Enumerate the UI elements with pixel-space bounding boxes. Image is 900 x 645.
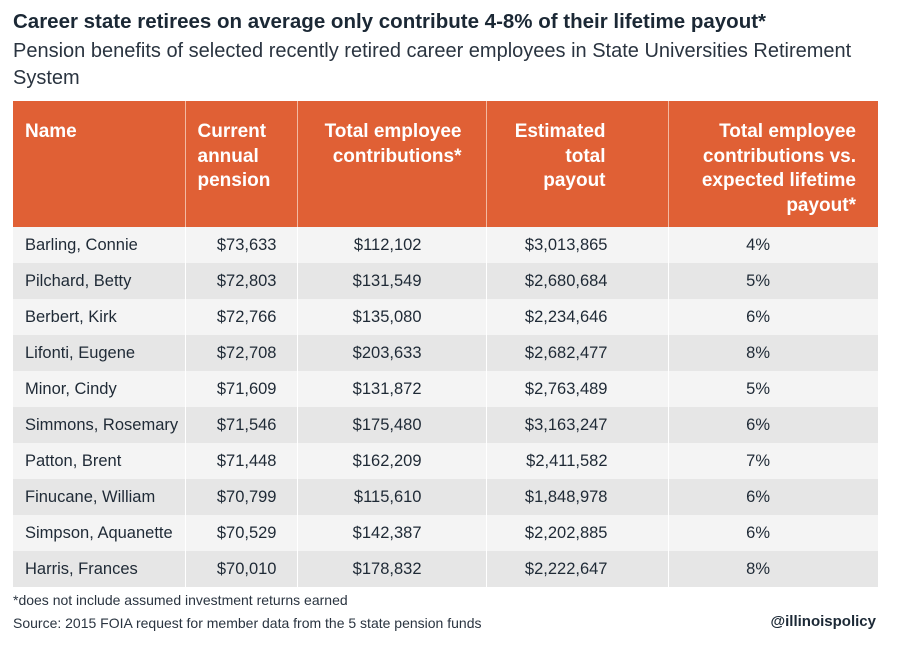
cell-name: Patton, Brent [13,443,186,479]
cell-name: Pilchard, Betty [13,263,186,299]
table-row: Minor, Cindy $71,609 $131,872 $2,763,489 5% [13,371,878,407]
cell-total-payout: $2,202,885 [486,515,669,551]
cell-name: Minor, Cindy [13,371,186,407]
cell-annual-pension: $71,448 [185,443,298,479]
header-row: Name Current annual pension Total employ… [13,101,878,227]
cell-contributions: $131,549 [297,263,487,299]
cell-contributions: $112,102 [297,227,487,263]
cell-contribution-ratio: 6% [668,299,878,335]
brand-handle: @illinoispolicy [770,613,876,630]
cell-total-payout: $2,682,477 [486,335,669,371]
table-row: Barling, Connie $73,633 $112,102 $3,013,865… [13,227,878,263]
cell-contribution-ratio: 5% [668,371,878,407]
cell-name: Lifonti, Eugene [13,335,186,371]
column-header-annual-pension: Current annual pension [185,101,298,227]
column-header-name: Name [13,101,186,227]
cell-annual-pension: $70,529 [185,515,298,551]
cell-annual-pension: $71,546 [185,407,298,443]
cell-contribution-ratio: 6% [668,515,878,551]
table-row: Berbert, Kirk $72,766 $135,080 $2,234,646 6% [13,299,878,335]
cell-annual-pension: $72,766 [185,299,298,335]
cell-contribution-ratio: 8% [668,335,878,371]
table-body: Barling, Connie $73,633 $112,102 $3,013,865… [13,227,878,587]
cell-contributions: $162,209 [297,443,487,479]
table-row: Patton, Brent $71,448 $162,209 $2,411,582 7% [13,443,878,479]
cell-name: Harris, Frances [13,551,186,587]
cell-total-payout: $3,163,247 [486,407,669,443]
pension-table: Name Current annual pension Total employ… [13,101,878,587]
source-note: Source: 2015 FOIA request for member dat… [13,615,482,631]
cell-annual-pension: $70,010 [185,551,298,587]
cell-name: Simpson, Aquanette [13,515,186,551]
cell-contribution-ratio: 5% [668,263,878,299]
cell-total-payout: $2,763,489 [486,371,669,407]
cell-contribution-ratio: 6% [668,407,878,443]
cell-name: Finucane, William [13,479,186,515]
cell-contribution-ratio: 8% [668,551,878,587]
cell-total-payout: $3,013,865 [486,227,669,263]
footnote: *does not include assumed investment ret… [13,592,348,608]
cell-contribution-ratio: 6% [668,479,878,515]
cell-total-payout: $2,680,684 [486,263,669,299]
cell-contribution-ratio: 4% [668,227,878,263]
cell-name: Berbert, Kirk [13,299,186,335]
cell-contribution-ratio: 7% [668,443,878,479]
column-header-contribution-ratio: Total employee contributions vs. expecte… [668,101,878,227]
pension-table-container: Name Current annual pension Total employ… [13,101,878,587]
table-row: Harris, Frances $70,010 $178,832 $2,222,647… [13,551,878,587]
cell-contributions: $175,480 [297,407,487,443]
cell-contributions: $135,080 [297,299,487,335]
cell-contributions: $131,872 [297,371,487,407]
table-row: Simpson, Aquanette $70,529 $142,387 $2,202,… [13,515,878,551]
table-row: Pilchard, Betty $72,803 $131,549 $2,680,684… [13,263,878,299]
cell-total-payout: $1,848,978 [486,479,669,515]
cell-total-payout: $2,411,582 [486,443,669,479]
cell-name: Simmons, Rosemary [13,407,186,443]
cell-contributions: $178,832 [297,551,487,587]
chart-title: Career state retirees on average only co… [13,10,767,33]
cell-contributions: $142,387 [297,515,487,551]
cell-contributions: $115,610 [297,479,487,515]
column-header-contributions: Total employee contributions* [297,101,487,227]
cell-annual-pension: $73,633 [185,227,298,263]
cell-total-payout: $2,234,646 [486,299,669,335]
cell-annual-pension: $72,803 [185,263,298,299]
cell-total-payout: $2,222,647 [486,551,669,587]
cell-annual-pension: $70,799 [185,479,298,515]
cell-annual-pension: $72,708 [185,335,298,371]
cell-contributions: $203,633 [297,335,487,371]
table-row: Finucane, William $70,799 $115,610 $1,848,9… [13,479,878,515]
table-row: Lifonti, Eugene $72,708 $203,633 $2,682,477… [13,335,878,371]
cell-annual-pension: $71,609 [185,371,298,407]
chart-subtitle: Pension benefits of selected recently re… [13,40,852,89]
cell-name: Barling, Connie [13,227,186,263]
column-header-total-payout: Estimated total payout [486,101,669,227]
table-row: Simmons, Rosemary $71,546 $175,480 $3,163,2… [13,407,878,443]
